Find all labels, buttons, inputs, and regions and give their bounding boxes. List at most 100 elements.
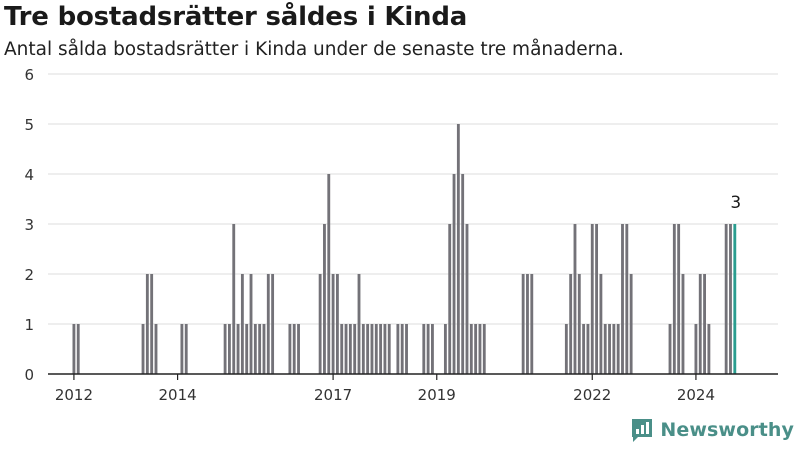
bar <box>599 274 603 374</box>
bar <box>474 324 478 374</box>
bar <box>698 274 702 374</box>
bar <box>335 274 339 374</box>
bar <box>595 224 599 374</box>
bar <box>530 274 534 374</box>
highlight-value-label: 3 <box>730 193 741 213</box>
bar <box>227 324 231 374</box>
bar <box>379 324 383 374</box>
bar <box>318 274 322 374</box>
bar <box>478 324 482 374</box>
y-tick-label: 6 <box>24 66 34 84</box>
bar <box>292 324 296 374</box>
x-tick-label: 2017 <box>314 386 352 404</box>
bar <box>361 324 365 374</box>
bar <box>452 174 456 374</box>
bar <box>564 324 568 374</box>
y-tick-label: 0 <box>24 366 34 384</box>
gridlines <box>48 73 778 325</box>
bar <box>240 274 244 374</box>
bar <box>348 324 352 374</box>
bar <box>405 324 408 374</box>
newsworthy-logo: Newsworthy <box>630 417 794 443</box>
x-tick-label: 2019 <box>418 386 456 404</box>
bar <box>266 274 270 374</box>
bar <box>236 324 240 374</box>
bar <box>249 274 253 374</box>
bar <box>448 224 452 374</box>
bar <box>729 224 732 374</box>
bar <box>374 324 378 374</box>
bar <box>141 324 145 374</box>
bar <box>297 324 300 374</box>
bar <box>573 224 577 374</box>
bar <box>582 324 586 374</box>
bar <box>262 324 266 374</box>
bar <box>180 324 184 374</box>
bar <box>344 324 348 374</box>
bar <box>422 324 426 374</box>
bar <box>681 274 685 374</box>
bar <box>387 324 391 374</box>
bar <box>154 324 158 374</box>
bar <box>521 274 525 374</box>
bar <box>366 324 370 374</box>
bar <box>461 174 465 374</box>
bar <box>426 324 430 374</box>
bar <box>672 224 676 374</box>
bar <box>396 324 400 374</box>
bar <box>668 324 672 374</box>
bar <box>677 224 681 374</box>
bar <box>288 324 292 374</box>
bar <box>465 224 469 374</box>
bar <box>357 274 361 374</box>
bar <box>469 324 473 374</box>
bar <box>629 274 633 374</box>
y-tick-label: 5 <box>24 116 34 134</box>
bar <box>253 324 257 374</box>
bar <box>694 324 698 374</box>
bars <box>72 124 737 374</box>
x-tick-label: 2024 <box>677 386 715 404</box>
bar <box>586 324 590 374</box>
bar <box>232 224 236 374</box>
bar <box>76 324 80 374</box>
chart-subtitle: Antal sålda bostadsrätter i Kinda under … <box>4 39 624 60</box>
bar <box>603 324 607 374</box>
bar <box>608 324 611 374</box>
bar <box>707 324 711 374</box>
bar <box>327 174 331 374</box>
bar <box>456 124 460 374</box>
bar <box>577 274 581 374</box>
bar <box>245 324 249 374</box>
bar <box>150 274 154 374</box>
bar <box>400 324 404 374</box>
chart-title: Tre bostadsrätter såldes i Kinda <box>4 2 468 32</box>
bar <box>443 324 447 374</box>
bar <box>72 324 76 374</box>
bar <box>482 324 486 374</box>
y-tick-label: 2 <box>24 266 34 284</box>
bar <box>724 224 728 374</box>
bar <box>590 224 594 374</box>
bar <box>383 324 387 374</box>
y-axis-ticks: 0 1 2 3 4 5 6 <box>24 66 34 384</box>
bar <box>431 324 434 374</box>
bar <box>616 324 620 374</box>
bar <box>184 324 188 374</box>
brand-name: Newsworthy <box>660 419 794 441</box>
x-tick-label: 2012 <box>55 386 93 404</box>
x-tick-label: 2022 <box>573 386 611 404</box>
bar <box>340 324 344 374</box>
bar <box>612 324 616 374</box>
bar <box>223 324 227 374</box>
bar <box>258 324 262 374</box>
bar <box>331 274 335 374</box>
bar-highlighted <box>733 224 737 374</box>
bar <box>569 274 573 374</box>
x-axis-ticks: 2012 2014 2017 2019 2022 2024 <box>55 374 715 404</box>
bar <box>145 274 149 374</box>
bar <box>323 224 326 374</box>
bar <box>621 224 624 374</box>
bar <box>625 224 629 374</box>
